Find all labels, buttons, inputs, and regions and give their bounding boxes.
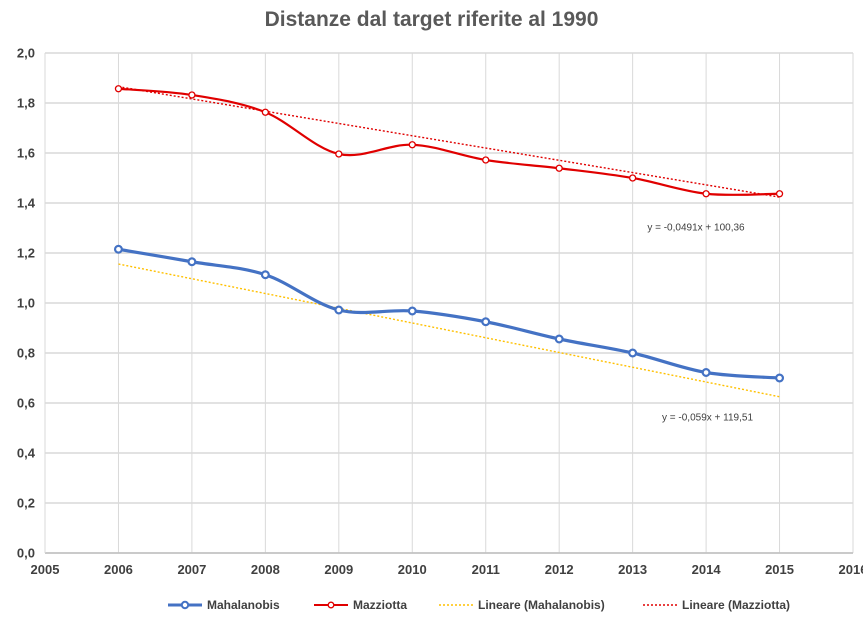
data-point-mahalanobis: [481, 317, 491, 327]
data-point-mazziotta: [702, 190, 710, 198]
legend-swatch-lineare-mahalanobis: [439, 604, 473, 606]
data-point-mazziotta: [555, 164, 563, 172]
y-tick-label: 1,4: [17, 196, 36, 211]
data-point-mazziotta: [188, 91, 196, 99]
y-tick-label: 1,2: [17, 246, 35, 261]
x-tick-label: 2012: [545, 562, 574, 577]
legend-label-lineare-mazziotta: Lineare (Mazziotta): [682, 598, 791, 612]
data-point-mahalanobis: [775, 373, 785, 383]
data-point-mazziotta: [628, 174, 637, 182]
legend-item-mahalanobis[interactable]: Mahalanobis: [168, 596, 280, 614]
data-point-mahalanobis: [334, 305, 344, 315]
legend: Mahalanobis Mazziotta Lineare (Mahalanob…: [0, 596, 863, 616]
data-point-mazziotta: [114, 85, 123, 93]
x-tick-label: 2007: [177, 562, 206, 577]
data-point-mazziotta: [335, 150, 343, 158]
x-tick-label: 2005: [31, 562, 60, 577]
y-tick-label: 1,6: [17, 146, 35, 161]
y-tick-label: 0,8: [17, 346, 35, 361]
series-line-mahalanobis: [118, 247, 780, 380]
x-tick-label: 2015: [765, 562, 794, 577]
data-point-mazziotta: [261, 108, 270, 116]
x-tick-label: 2016: [839, 562, 863, 577]
legend-swatch-lineare-mazziotta: [643, 604, 677, 606]
y-tick-label: 0,6: [17, 396, 35, 411]
legend-item-lineare-mazziotta[interactable]: Lineare (Mazziotta): [643, 596, 790, 614]
y-tick-label: 0,0: [17, 546, 35, 561]
x-tick-label: 2011: [472, 562, 500, 577]
trendline-equation-mazziotta: y = -0,0491x + 100,36: [647, 223, 745, 234]
legend-swatch-mazziotta: [314, 601, 348, 609]
x-tick-label: 2008: [251, 562, 280, 577]
x-tick-label: 2006: [104, 562, 133, 577]
legend-item-lineare-mahalanobis[interactable]: Lineare (Mahalanobis): [439, 596, 605, 614]
x-tick-label: 2010: [398, 562, 427, 577]
x-tick-label: 2013: [618, 562, 647, 577]
data-point-mazziotta: [775, 190, 784, 198]
x-tick-label: 2014: [692, 562, 722, 577]
data-point-mahalanobis: [407, 306, 417, 316]
y-tick-label: 0,2: [17, 496, 35, 511]
data-point-mahalanobis: [260, 270, 270, 280]
series-line-mazziotta: [118, 87, 780, 197]
x-tick-label: 2009: [324, 562, 353, 577]
y-tick-label: 0,4: [17, 446, 36, 461]
legend-label-mazziotta: Mazziotta: [353, 598, 407, 612]
chart-title: Distanze dal target riferite al 1990: [264, 8, 599, 31]
trendline-mahalanobis: [118, 263, 780, 398]
data-point-mazziotta: [482, 156, 490, 164]
y-tick-label: 1,8: [17, 96, 35, 111]
data-point-mahalanobis: [113, 244, 123, 254]
data-point-mahalanobis: [701, 368, 711, 378]
legend-swatch-mahalanobis: [168, 600, 202, 610]
y-tick-label: 2,0: [17, 46, 35, 61]
y-tick-label: 1,0: [17, 296, 35, 311]
data-point-mazziotta: [408, 141, 416, 149]
legend-label-lineare-mahalanobis: Lineare (Mahalanobis): [478, 598, 605, 612]
legend-item-mazziotta[interactable]: Mazziotta: [314, 596, 407, 614]
trendline-equation-mahalanobis: y = -0,059x + 119,51: [662, 413, 753, 424]
legend-label-mahalanobis: Mahalanobis: [207, 598, 280, 612]
data-point-mahalanobis: [187, 257, 197, 267]
data-point-mahalanobis: [554, 334, 564, 344]
data-point-mahalanobis: [628, 348, 638, 358]
